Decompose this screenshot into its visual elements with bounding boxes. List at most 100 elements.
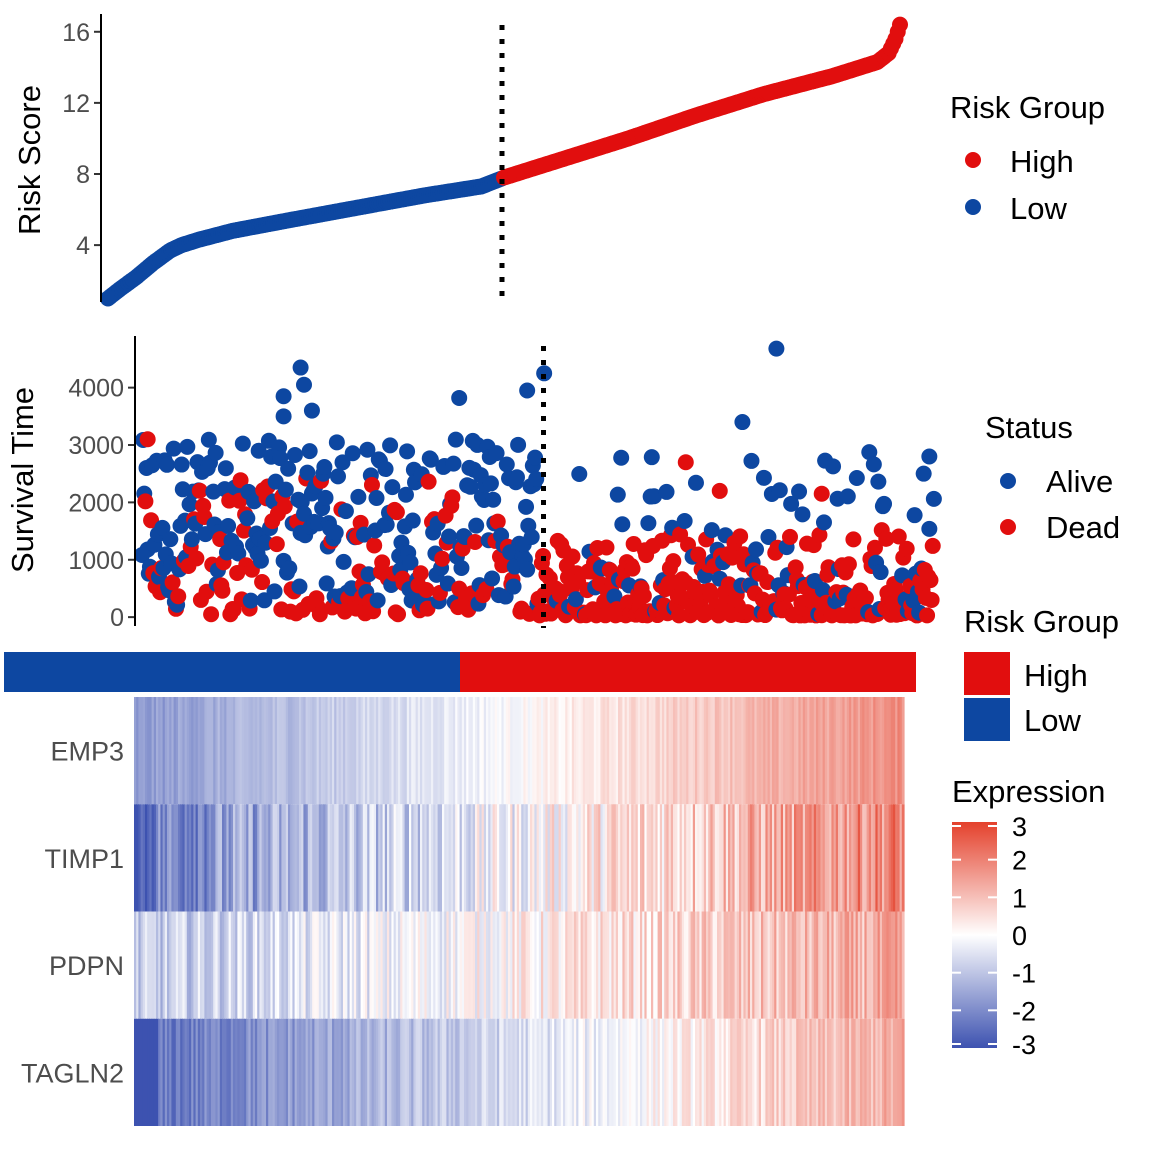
heatmap-cell — [732, 804, 736, 912]
heatmap-cell — [453, 911, 456, 1019]
heatmap-cell — [272, 697, 276, 805]
heatmap-cell — [514, 804, 518, 912]
survival-time-point — [254, 574, 271, 591]
legend-dead-label: Dead — [1046, 510, 1120, 545]
heatmap-cell — [310, 1018, 313, 1126]
heatmap-cell — [765, 697, 769, 805]
heatmap-cell — [398, 804, 401, 912]
heatmap-cell — [644, 697, 648, 805]
heatmap-cell — [752, 804, 755, 912]
heatmap-cell — [380, 911, 384, 1019]
heatmap-cell — [340, 911, 344, 1019]
heatmap-cell — [719, 804, 722, 912]
heatmap-cell — [351, 1018, 355, 1126]
heatmap-cell — [281, 1018, 285, 1126]
survival-time-point — [866, 539, 883, 556]
heatmap-cell — [745, 804, 749, 912]
heatmap-cell — [439, 1018, 443, 1126]
heatmap-cell — [461, 804, 465, 912]
heatmap-cell — [244, 1018, 247, 1126]
survival-time-point — [360, 566, 377, 583]
heatmap-cell — [266, 1018, 269, 1126]
heatmap-cell — [717, 911, 720, 1019]
heatmap-cell — [728, 697, 731, 805]
survival-time-point — [334, 454, 351, 471]
heatmap-cell — [739, 1018, 742, 1126]
heatmap-cell — [351, 911, 355, 1019]
heatmap-cell — [464, 697, 467, 805]
heatmap-cell — [701, 804, 705, 912]
heatmap-cell — [670, 911, 674, 1019]
heatmap-cell — [589, 911, 593, 1019]
annotation-high-segment — [460, 652, 916, 692]
heatmap-cell — [481, 804, 485, 912]
heatmap-cell — [802, 1018, 806, 1126]
heatmap-cell — [237, 804, 241, 912]
heatmap-cell — [723, 697, 727, 805]
heatmap-cell — [688, 1018, 692, 1126]
heatmap-cell — [422, 804, 425, 912]
heatmap-cell — [512, 911, 516, 1019]
heatmap-cell — [354, 1018, 357, 1126]
heatmap-cell — [499, 911, 502, 1019]
heatmap-cell — [642, 697, 645, 805]
heatmap-cell — [679, 1018, 683, 1126]
heatmap-cell — [215, 1018, 219, 1126]
heatmap-cell — [153, 697, 157, 805]
heatmap-cell — [827, 697, 830, 805]
heatmap-cell — [219, 1018, 223, 1126]
heatmap-cell — [367, 1018, 370, 1126]
heatmap-cell — [266, 911, 269, 1019]
heatmap-cell — [864, 911, 868, 1019]
heatmap-cell — [648, 804, 652, 912]
heatmap-cell — [820, 1018, 824, 1126]
heatmap-cell — [455, 804, 458, 912]
risk-score-ytick-label: 12 — [62, 90, 90, 118]
heatmap-cell — [384, 911, 388, 1019]
heatmap-cell — [536, 1018, 540, 1126]
heatmap-cell — [160, 1018, 164, 1126]
heatmap-cell — [446, 697, 450, 805]
heatmap-cell — [637, 804, 641, 912]
heatmap-cell — [701, 697, 705, 805]
heatmap-cell — [721, 804, 725, 912]
heatmap-cell — [274, 697, 278, 805]
heatmap-cell — [884, 1018, 887, 1126]
heatmap-cell — [769, 911, 773, 1019]
heatmap-cell — [263, 804, 267, 912]
heatmap-cell — [805, 911, 808, 1019]
heatmap-cell — [635, 804, 639, 912]
heatmap-cell — [153, 804, 157, 912]
heatmap-cell — [268, 911, 271, 1019]
heatmap-cell — [400, 1018, 403, 1126]
survival-time-point — [484, 570, 501, 587]
heatmap-cell — [277, 1018, 280, 1126]
heatmap-cell — [811, 1018, 815, 1126]
heatmap-cell — [681, 697, 685, 805]
heatmap-cell — [607, 697, 610, 805]
heatmap-cell — [664, 804, 667, 912]
heatmap-cell — [413, 911, 417, 1019]
heatmap-cell — [796, 697, 799, 805]
heatmap-cell — [362, 911, 366, 1019]
survival-time-point — [748, 541, 765, 558]
heatmap-cell — [195, 697, 199, 805]
heatmap-gene-label: PDPN — [49, 951, 124, 981]
heatmap-cell — [448, 911, 452, 1019]
heatmap-cell — [593, 804, 597, 912]
heatmap-cell — [899, 804, 903, 912]
heatmap-cell — [244, 697, 247, 805]
heatmap-cell — [422, 697, 425, 805]
annotation-legend-low-swatch — [964, 698, 1010, 741]
heatmap-cell — [173, 911, 177, 1019]
heatmap-cell — [871, 911, 874, 1019]
survival-time-point — [839, 488, 856, 505]
heatmap-cell — [479, 697, 483, 805]
heatmap-cell — [695, 911, 698, 1019]
heatmap-cell — [642, 1018, 645, 1126]
heatmap-cell — [288, 697, 291, 805]
heatmap-cell — [512, 1018, 516, 1126]
heatmap-cell — [156, 911, 159, 1019]
heatmap-cell — [692, 1018, 696, 1126]
heatmap-cell — [877, 1018, 881, 1126]
